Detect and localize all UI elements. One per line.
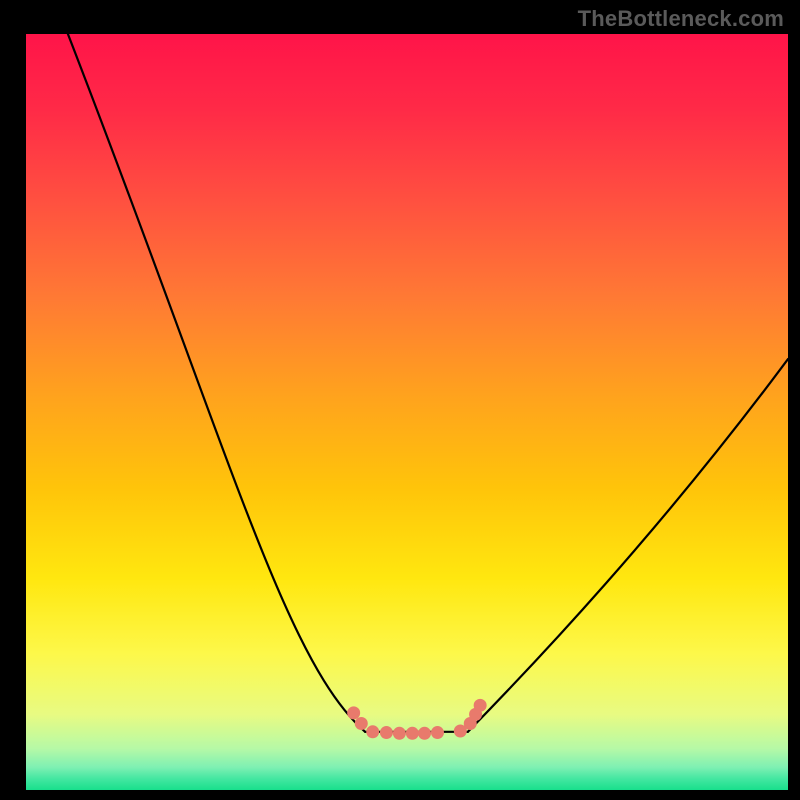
marker-dot bbox=[366, 725, 379, 738]
chart-svg bbox=[26, 34, 788, 790]
figure-root: TheBottleneck.com bbox=[0, 0, 800, 800]
gradient-background bbox=[26, 34, 788, 790]
marker-dot bbox=[418, 727, 431, 740]
plot-area bbox=[26, 34, 788, 790]
marker-dot bbox=[431, 726, 444, 739]
marker-dot bbox=[347, 706, 360, 719]
marker-dot bbox=[380, 726, 393, 739]
marker-dot bbox=[406, 727, 419, 740]
marker-dot bbox=[474, 699, 487, 712]
watermark-text: TheBottleneck.com bbox=[578, 6, 784, 32]
marker-dot bbox=[355, 717, 368, 730]
marker-dot bbox=[393, 727, 406, 740]
